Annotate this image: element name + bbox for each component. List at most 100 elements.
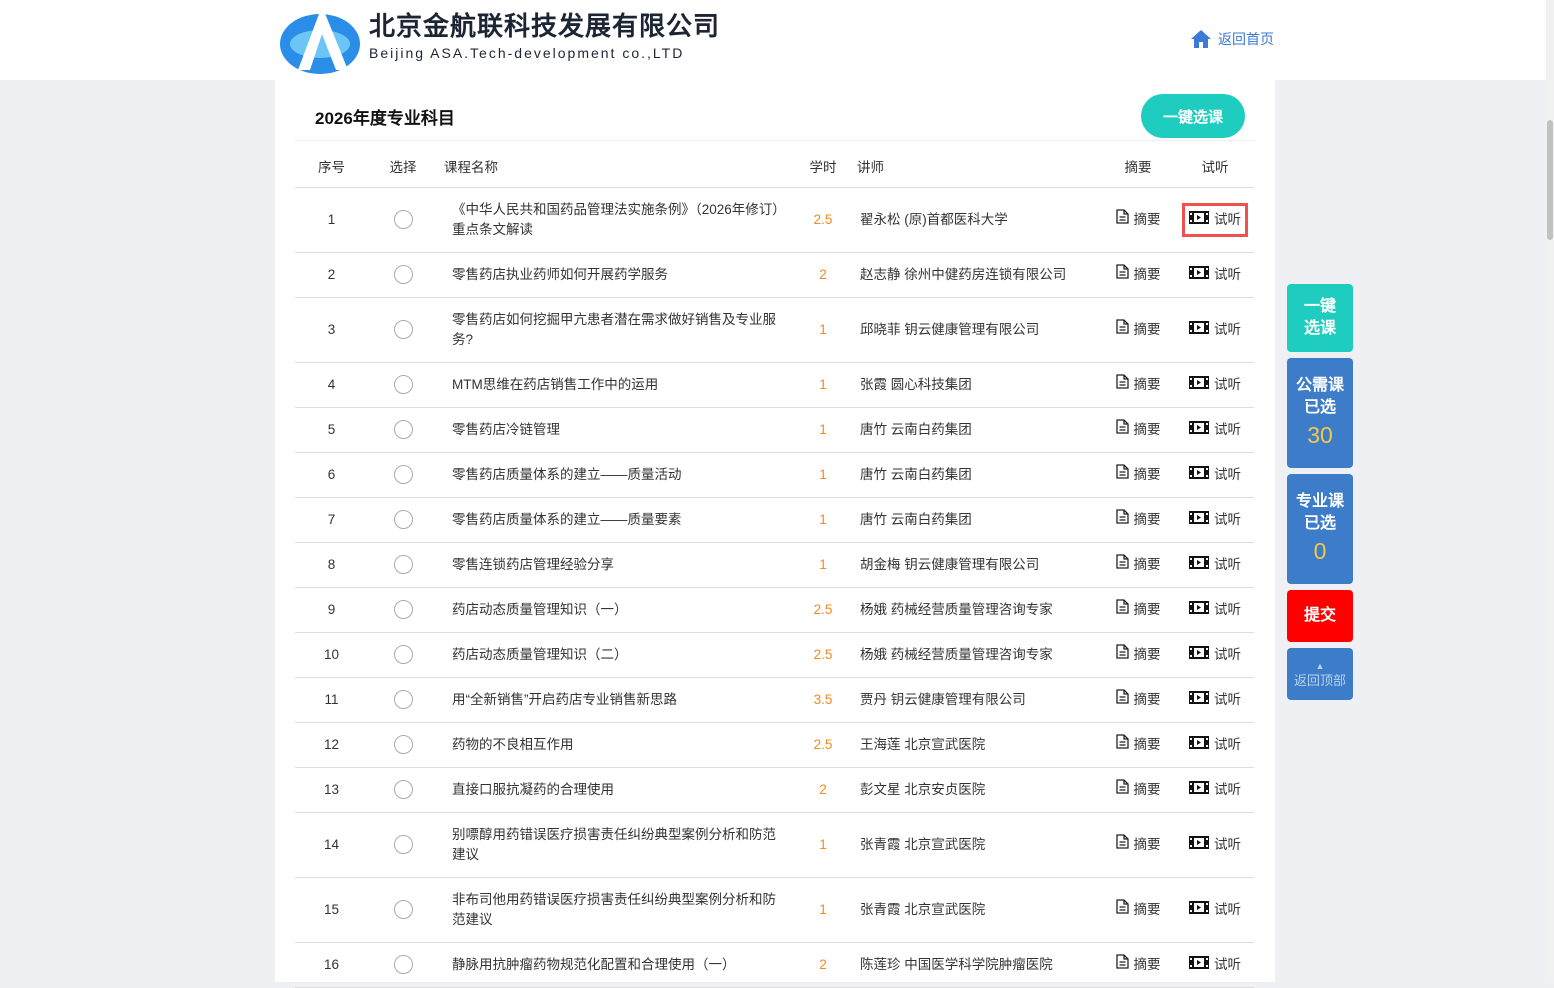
document-icon [1115, 374, 1129, 395]
summary-cell: 摘要 [1100, 497, 1176, 543]
row-no: 16 [295, 942, 368, 988]
summary-button[interactable]: 摘要 [1110, 413, 1167, 446]
course-hours: 1 [794, 877, 852, 943]
preview-button[interactable]: 试听 [1183, 729, 1247, 761]
select-radio[interactable] [393, 835, 413, 855]
col-no: 序号 [295, 145, 368, 188]
summary-cell: 摘要 [1100, 587, 1176, 633]
course-teacher: 王海莲 北京宣武医院 [852, 722, 1100, 768]
row-no: 12 [295, 722, 368, 768]
course-hours: 1 [794, 812, 852, 878]
preview-button[interactable]: 试听 [1183, 829, 1247, 861]
select-radio[interactable] [393, 735, 413, 755]
select-radio[interactable] [393, 265, 413, 285]
side-one-click-button[interactable]: 一键选课 [1287, 284, 1353, 352]
course-teacher: 唐竹 云南白药集团 [852, 497, 1100, 543]
summary-button[interactable]: 摘要 [1110, 503, 1167, 536]
course-teacher: 张青霞 北京宣武医院 [852, 877, 1100, 943]
summary-label: 摘要 [1133, 901, 1161, 917]
summary-button[interactable]: 摘要 [1110, 683, 1167, 716]
film-icon [1189, 645, 1209, 665]
preview-label: 试听 [1214, 376, 1241, 392]
summary-label: 摘要 [1133, 736, 1161, 752]
summary-button[interactable]: 摘要 [1110, 893, 1167, 926]
select-cell [368, 722, 438, 768]
home-link[interactable]: 返回首页 [1190, 29, 1274, 49]
summary-button[interactable]: 摘要 [1110, 368, 1167, 401]
film-icon [1189, 555, 1209, 575]
preview-button[interactable]: 试听 [1183, 459, 1247, 491]
select-radio[interactable] [393, 510, 413, 530]
summary-button[interactable]: 摘要 [1110, 638, 1167, 671]
row-no: 4 [295, 362, 368, 408]
select-cell [368, 767, 438, 813]
preview-button[interactable]: 试听 [1183, 414, 1247, 446]
preview-button[interactable]: 试听 [1183, 504, 1247, 536]
course-name: 零售药店冷链管理 [438, 407, 794, 453]
summary-cell: 摘要 [1100, 632, 1176, 678]
summary-button[interactable]: 摘要 [1110, 203, 1167, 236]
select-radio[interactable] [393, 600, 413, 620]
table-row: 1 《中华人民共和国药品管理法实施条例》（2026年修订）重点条文解读 2.5 … [295, 187, 1254, 253]
document-icon [1115, 834, 1129, 855]
select-radio[interactable] [393, 900, 413, 920]
preview-button[interactable]: 试听 [1183, 314, 1247, 346]
scrollbar-thumb[interactable] [1547, 120, 1553, 240]
divider [295, 140, 1255, 141]
pro-selected-panel: 专业课已选 0 [1287, 474, 1353, 584]
row-no: 2 [295, 252, 368, 298]
back-to-top-button[interactable]: ▲ 返回顶部 [1287, 648, 1353, 700]
preview-button[interactable]: 试听 [1183, 259, 1247, 291]
preview-button[interactable]: 试听 [1183, 369, 1247, 401]
summary-label: 摘要 [1133, 211, 1161, 227]
select-radio[interactable] [393, 465, 413, 485]
summary-button[interactable]: 摘要 [1110, 728, 1167, 761]
select-radio[interactable] [393, 690, 413, 710]
summary-cell: 摘要 [1100, 297, 1176, 363]
course-name: 直接口服抗凝药的合理使用 [438, 767, 794, 813]
summary-button[interactable]: 摘要 [1110, 773, 1167, 806]
summary-button[interactable]: 摘要 [1110, 548, 1167, 581]
summary-button[interactable]: 摘要 [1110, 948, 1167, 981]
preview-button[interactable]: 试听 [1183, 894, 1247, 926]
scrollbar[interactable] [1546, 0, 1554, 982]
home-link-label: 返回首页 [1218, 31, 1274, 47]
summary-cell: 摘要 [1100, 452, 1176, 498]
col-teacher: 讲师 [852, 145, 1100, 188]
preview-button[interactable]: 试听 [1183, 594, 1247, 626]
preview-button[interactable]: 试听 [1183, 949, 1247, 981]
course-teacher: 胡金梅 钥云健康管理有限公司 [852, 542, 1100, 588]
course-panel: 2026年度专业科目 一键选课 序号 选择 课程名称 学时 讲师 摘要 试听 1… [275, 80, 1275, 988]
document-icon [1115, 554, 1129, 575]
summary-button[interactable]: 摘要 [1110, 828, 1167, 861]
select-radio[interactable] [393, 645, 413, 665]
preview-button[interactable]: 试听 [1182, 202, 1248, 237]
preview-button[interactable]: 试听 [1183, 639, 1247, 671]
submit-button[interactable]: 提交 [1287, 590, 1353, 642]
one-click-select-button[interactable]: 一键选课 [1141, 94, 1245, 138]
course-name: 别嘌醇用药错误医疗损害责任纠纷典型案例分析和防范建议 [438, 812, 794, 878]
preview-label: 试听 [1214, 511, 1241, 527]
select-radio[interactable] [393, 210, 413, 230]
select-cell [368, 297, 438, 363]
pro-selected-label: 专业课已选 [1295, 493, 1344, 532]
preview-button[interactable]: 试听 [1183, 774, 1247, 806]
summary-button[interactable]: 摘要 [1110, 258, 1167, 291]
document-icon [1115, 779, 1129, 800]
select-radio[interactable] [393, 375, 413, 395]
preview-cell: 试听 [1176, 187, 1254, 253]
preview-button[interactable]: 试听 [1183, 684, 1247, 716]
preview-cell: 试听 [1176, 497, 1254, 543]
summary-button[interactable]: 摘要 [1110, 313, 1167, 346]
select-radio[interactable] [393, 320, 413, 340]
table-row: 14 别嘌醇用药错误医疗损害责任纠纷典型案例分析和防范建议 1 张青霞 北京宣武… [295, 812, 1254, 878]
select-radio[interactable] [393, 555, 413, 575]
select-radio[interactable] [393, 955, 413, 975]
summary-button[interactable]: 摘要 [1110, 458, 1167, 491]
preview-button[interactable]: 试听 [1183, 549, 1247, 581]
select-radio[interactable] [393, 420, 413, 440]
preview-label: 试听 [1214, 691, 1241, 707]
course-hours: 2.5 [794, 587, 852, 633]
summary-button[interactable]: 摘要 [1110, 593, 1167, 626]
select-radio[interactable] [393, 780, 413, 800]
